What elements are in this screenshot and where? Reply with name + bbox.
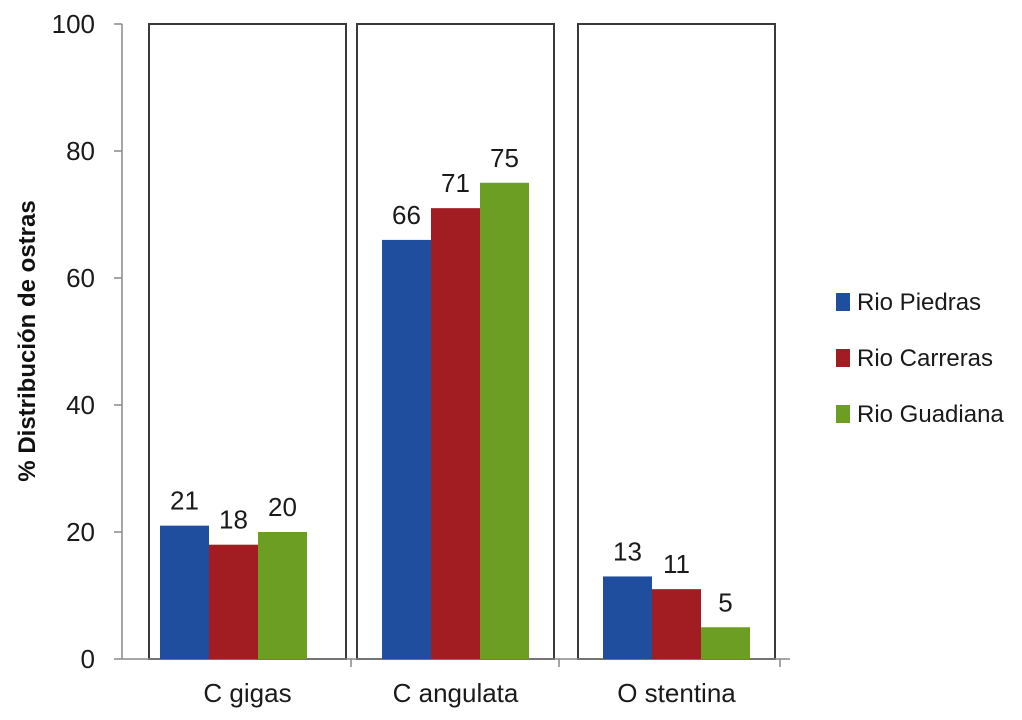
data-label: 11: [663, 549, 690, 579]
bar: [431, 208, 480, 659]
bar: [701, 627, 750, 659]
category-label: C angulata: [393, 678, 519, 708]
bar: [258, 532, 307, 659]
legend-label: Rio Guadiana: [857, 401, 1004, 428]
y-tick-label: 80: [66, 136, 95, 166]
y-ticks: 0 20 40 60 80 100: [52, 9, 122, 674]
bar: [652, 589, 701, 659]
data-label: 75: [490, 143, 519, 173]
bar: [480, 182, 529, 659]
category-label: O stentina: [617, 678, 736, 708]
y-tick-label: 40: [66, 390, 95, 420]
data-label: 71: [441, 168, 470, 198]
legend-label: Rio Piedras: [857, 289, 981, 316]
legend-swatch: [836, 405, 850, 423]
legend-swatch: [836, 293, 850, 311]
category-labels: C gigas C angulata O stentina: [203, 659, 781, 708]
legend-label: Rio Carreras: [857, 345, 993, 372]
bars: [160, 182, 750, 659]
legend: Rio Piedras Rio Carreras Rio Guadiana: [836, 289, 1004, 428]
data-label: 18: [219, 505, 248, 535]
legend-swatch: [836, 349, 850, 367]
bar: [382, 239, 431, 659]
data-label: 13: [613, 536, 642, 566]
data-labels: 21 18 20 66 71 75 13 11 5: [170, 143, 733, 618]
y-tick-label: 60: [66, 263, 95, 293]
y-tick-label: 0: [81, 644, 95, 674]
data-label: 66: [392, 200, 421, 230]
data-label: 20: [268, 492, 297, 522]
y-tick-label: 100: [52, 9, 95, 39]
bar: [160, 525, 209, 659]
data-label: 5: [718, 587, 732, 617]
bar: [209, 544, 258, 659]
bar: [603, 576, 652, 659]
y-axis-label: % Distribución de ostras: [14, 200, 41, 481]
data-label: 21: [170, 486, 199, 516]
y-tick-label: 20: [66, 517, 95, 547]
category-label: C gigas: [203, 678, 291, 708]
